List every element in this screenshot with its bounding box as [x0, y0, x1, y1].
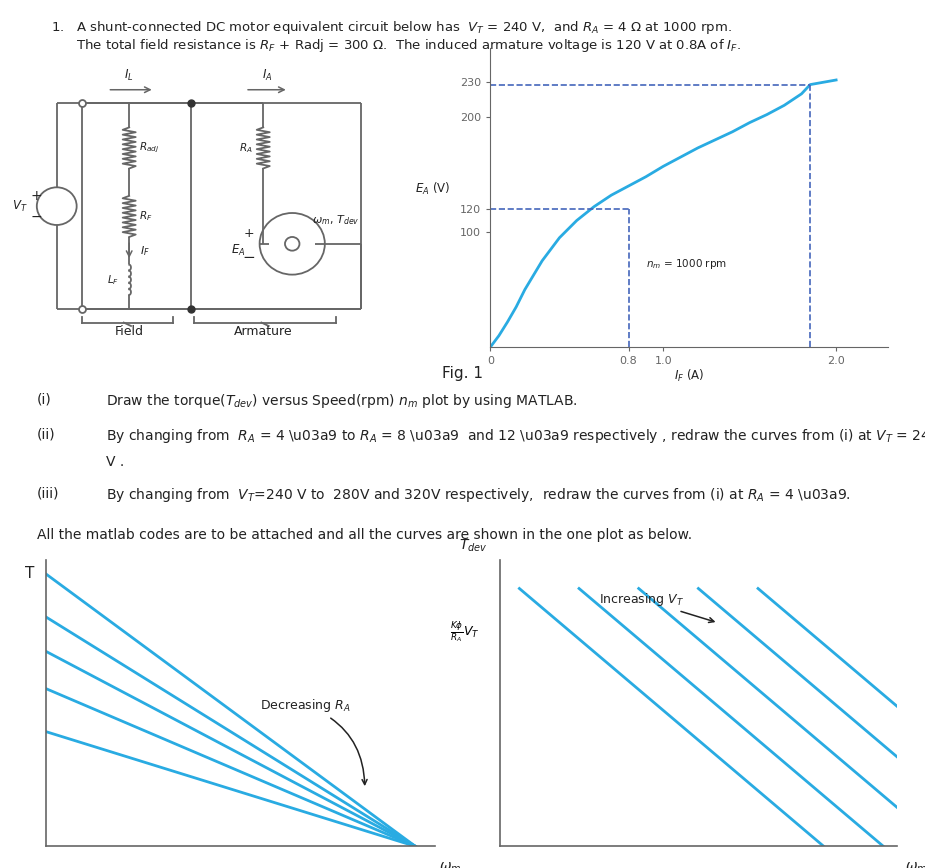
Text: 1.   A shunt-connected DC motor equivalent circuit below has  $V_T$ = 240 V,  an: 1. A shunt-connected DC motor equivalent…: [51, 19, 732, 36]
Text: $\omega_m$: $\omega_m$: [438, 861, 461, 868]
Text: $R_{adj}$: $R_{adj}$: [140, 141, 160, 155]
Text: V .: V .: [106, 455, 125, 469]
Text: (i): (i): [37, 392, 52, 406]
Text: All the matlab codes are to be attached and all the curves are shown in the one : All the matlab codes are to be attached …: [37, 528, 692, 542]
Text: $n_m$ = 1000 rpm: $n_m$ = 1000 rpm: [646, 257, 727, 271]
Text: $V_T$: $V_T$: [12, 199, 28, 214]
Text: (ii): (ii): [37, 427, 56, 441]
Text: $I_F$: $I_F$: [140, 244, 150, 258]
Text: $\omega_m$: $\omega_m$: [906, 861, 925, 868]
Text: Field: Field: [115, 325, 143, 338]
Text: T: T: [25, 566, 34, 581]
Text: $I_A$: $I_A$: [262, 68, 272, 83]
Text: $E_A$: $E_A$: [230, 243, 245, 258]
Text: −: −: [31, 209, 43, 223]
Text: $T_{dev}$: $T_{dev}$: [459, 538, 487, 554]
Text: $\frac{K\phi}{R_A}$$V_T$: $\frac{K\phi}{R_A}$$V_T$: [450, 619, 480, 644]
Text: $I_L$: $I_L$: [124, 68, 134, 83]
Y-axis label: $E_A$ (V): $E_A$ (V): [414, 181, 450, 198]
Text: Increasing $V_T$: Increasing $V_T$: [599, 591, 714, 622]
Text: −: −: [242, 250, 255, 265]
Text: By changing from  $R_A$ = 4 \u03a9 to $R_A$ = 8 \u03a9  and 12 \u03a9 respective: By changing from $R_A$ = 4 \u03a9 to $R_…: [106, 427, 925, 445]
X-axis label: $I_F$ (A): $I_F$ (A): [674, 368, 704, 384]
Text: Draw the torque($T_{dev}$) versus Speed(rpm) $n_m$ plot by using MATLAB.: Draw the torque($T_{dev}$) versus Speed(…: [106, 392, 578, 411]
Text: Armature: Armature: [234, 325, 292, 338]
Text: +: +: [31, 189, 43, 203]
Text: By changing from  $V_T$=240 V to  280V and 320V respectively,  redraw the curves: By changing from $V_T$=240 V to 280V and…: [106, 486, 851, 504]
Text: Fig. 1: Fig. 1: [442, 366, 483, 381]
Text: $R_F$: $R_F$: [140, 209, 153, 223]
Text: $L_F$: $L_F$: [107, 273, 119, 286]
Text: +: +: [243, 227, 254, 240]
Text: $R_A$: $R_A$: [240, 141, 253, 155]
Text: Decreasing $R_A$: Decreasing $R_A$: [260, 697, 367, 785]
Text: The total field resistance is $R_F$ + Radj = 300 Ω.  The induced armature voltag: The total field resistance is $R_F$ + Ra…: [51, 37, 741, 55]
Text: (iii): (iii): [37, 486, 59, 500]
Text: $\omega_m$, $T_{dev}$: $\omega_m$, $T_{dev}$: [312, 213, 360, 227]
